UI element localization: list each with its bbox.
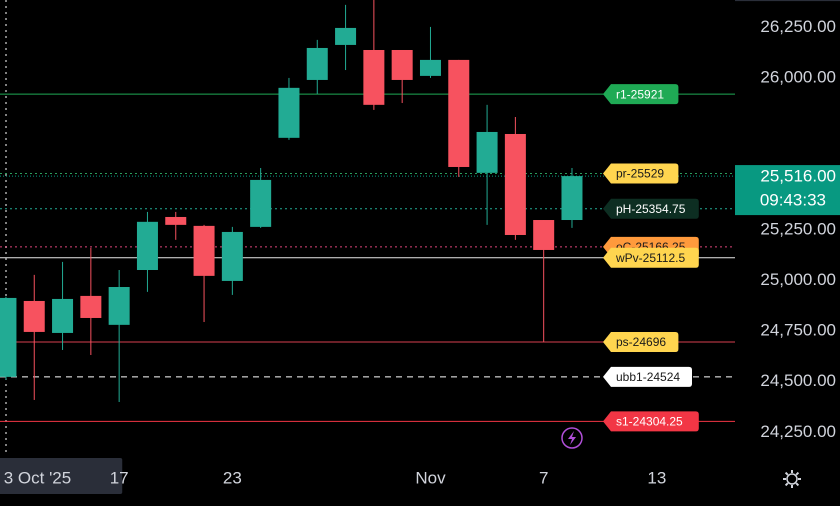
countdown-label: 09:43:33 bbox=[760, 191, 826, 210]
x-tick-label: 13 bbox=[647, 468, 666, 487]
x-tick-label: 3 Oct '25 bbox=[4, 468, 72, 487]
high-marker-box bbox=[735, 0, 840, 2]
level-label: ubb1-24524 bbox=[616, 370, 680, 384]
level-label: s1-24304.25 bbox=[616, 415, 683, 429]
candle-body bbox=[52, 298, 74, 333]
candle-body bbox=[23, 300, 45, 332]
x-tick-highlight bbox=[0, 458, 123, 494]
candle-body bbox=[533, 220, 555, 250]
level-tag bbox=[603, 163, 679, 184]
candle-body bbox=[335, 27, 357, 45]
candle-body bbox=[80, 295, 102, 318]
level-tags: r1-25921oC-25166.25wPv-25112.5pr-25529pH… bbox=[603, 84, 699, 432]
candle-body bbox=[221, 231, 243, 281]
y-tick-label: 26,000.00 bbox=[760, 68, 836, 87]
candle-body bbox=[306, 47, 328, 80]
level-label: ps-24696 bbox=[616, 335, 666, 349]
candle-body bbox=[165, 216, 187, 225]
candle-body bbox=[504, 133, 526, 235]
candle-body bbox=[0, 297, 17, 377]
y-tick-label: 25,000.00 bbox=[760, 270, 836, 289]
candle-body bbox=[561, 176, 583, 221]
alert-icon[interactable] bbox=[561, 427, 583, 449]
candle-body bbox=[108, 287, 130, 325]
candle-body bbox=[278, 87, 300, 138]
settings-gear[interactable] bbox=[783, 470, 801, 488]
y-tick-label: 25,250.00 bbox=[760, 219, 836, 238]
level-label: r1-25921 bbox=[616, 87, 664, 101]
level-tag bbox=[603, 198, 699, 219]
y-tick-label: 26,250.00 bbox=[760, 17, 836, 36]
axes: 24,250.00 24,500.00 24,750.00 25,000.00 25,2… bbox=[0, 0, 840, 494]
level-label: pH-25354.75 bbox=[616, 202, 686, 216]
current-price-label: 25,516.00 bbox=[760, 167, 836, 186]
candle-body bbox=[476, 131, 498, 173]
candle-body bbox=[448, 59, 470, 167]
candle-body bbox=[391, 49, 413, 80]
candles bbox=[0, 0, 583, 402]
level-tag bbox=[603, 247, 699, 268]
level-label: wPv-25112.5 bbox=[615, 251, 685, 265]
candle-body bbox=[363, 49, 385, 105]
current-price-box bbox=[735, 165, 840, 216]
candle-body bbox=[419, 59, 441, 76]
x-tick-label: 17 bbox=[110, 468, 129, 487]
level-label: pr-25529 bbox=[616, 167, 664, 181]
level-tag bbox=[603, 366, 692, 387]
candle-body bbox=[136, 221, 158, 271]
x-tick-label: 23 bbox=[223, 468, 242, 487]
candle-body bbox=[250, 179, 272, 227]
level-tag bbox=[603, 411, 699, 432]
y-tick-label: 24,750.00 bbox=[760, 321, 836, 340]
level-tag bbox=[603, 84, 679, 105]
x-tick-label: 7 bbox=[539, 468, 548, 487]
x-tick-label: Nov bbox=[415, 468, 446, 487]
level-tag bbox=[603, 332, 679, 353]
y-tick-label: 24,500.00 bbox=[760, 371, 836, 390]
candle-body bbox=[193, 225, 215, 276]
y-tick-label: 24,250.00 bbox=[760, 422, 836, 441]
